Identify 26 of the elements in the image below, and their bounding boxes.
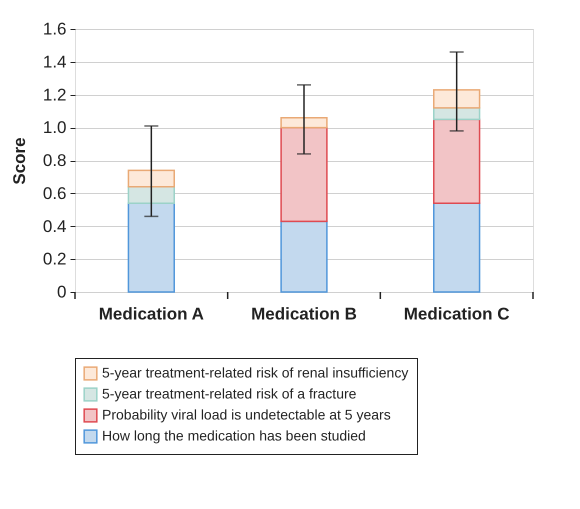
bar [128, 202, 175, 293]
bar [128, 170, 175, 188]
x-tick-label: Medication B [251, 304, 357, 324]
bar [433, 89, 480, 109]
y-tick-label: 0.6 [42, 184, 66, 203]
y-axis-title: Score [10, 137, 29, 185]
y-tick-label: 0.2 [42, 250, 66, 269]
y-tick-label: 0 [57, 282, 66, 302]
bar [433, 118, 480, 204]
bar [280, 126, 328, 222]
y-tick-label: 1.0 [42, 118, 66, 138]
y-tick-label: 0.4 [42, 216, 66, 236]
bar [433, 202, 480, 293]
legend-label: How long the medication has been studied [102, 428, 366, 444]
x-tick-label: Medication C [404, 304, 510, 324]
bar [128, 186, 175, 204]
y-tick-label: 1.4 [42, 52, 66, 72]
y-tick-label: 1.6 [42, 20, 66, 38]
bar [280, 117, 328, 128]
legend-label: Probability viral load is undetectable at 5 years [102, 406, 391, 422]
legend-label: 5-year treatment-related risk of renal insufficiency [102, 364, 408, 380]
bar [280, 220, 328, 293]
y-tick-label: 1.2 [42, 85, 66, 104]
y-tick-label: 0.8 [42, 151, 66, 170]
x-tick-label: Medication A [98, 304, 204, 324]
legend-label: 5-year treatment-related risk of a fracture [102, 386, 357, 402]
